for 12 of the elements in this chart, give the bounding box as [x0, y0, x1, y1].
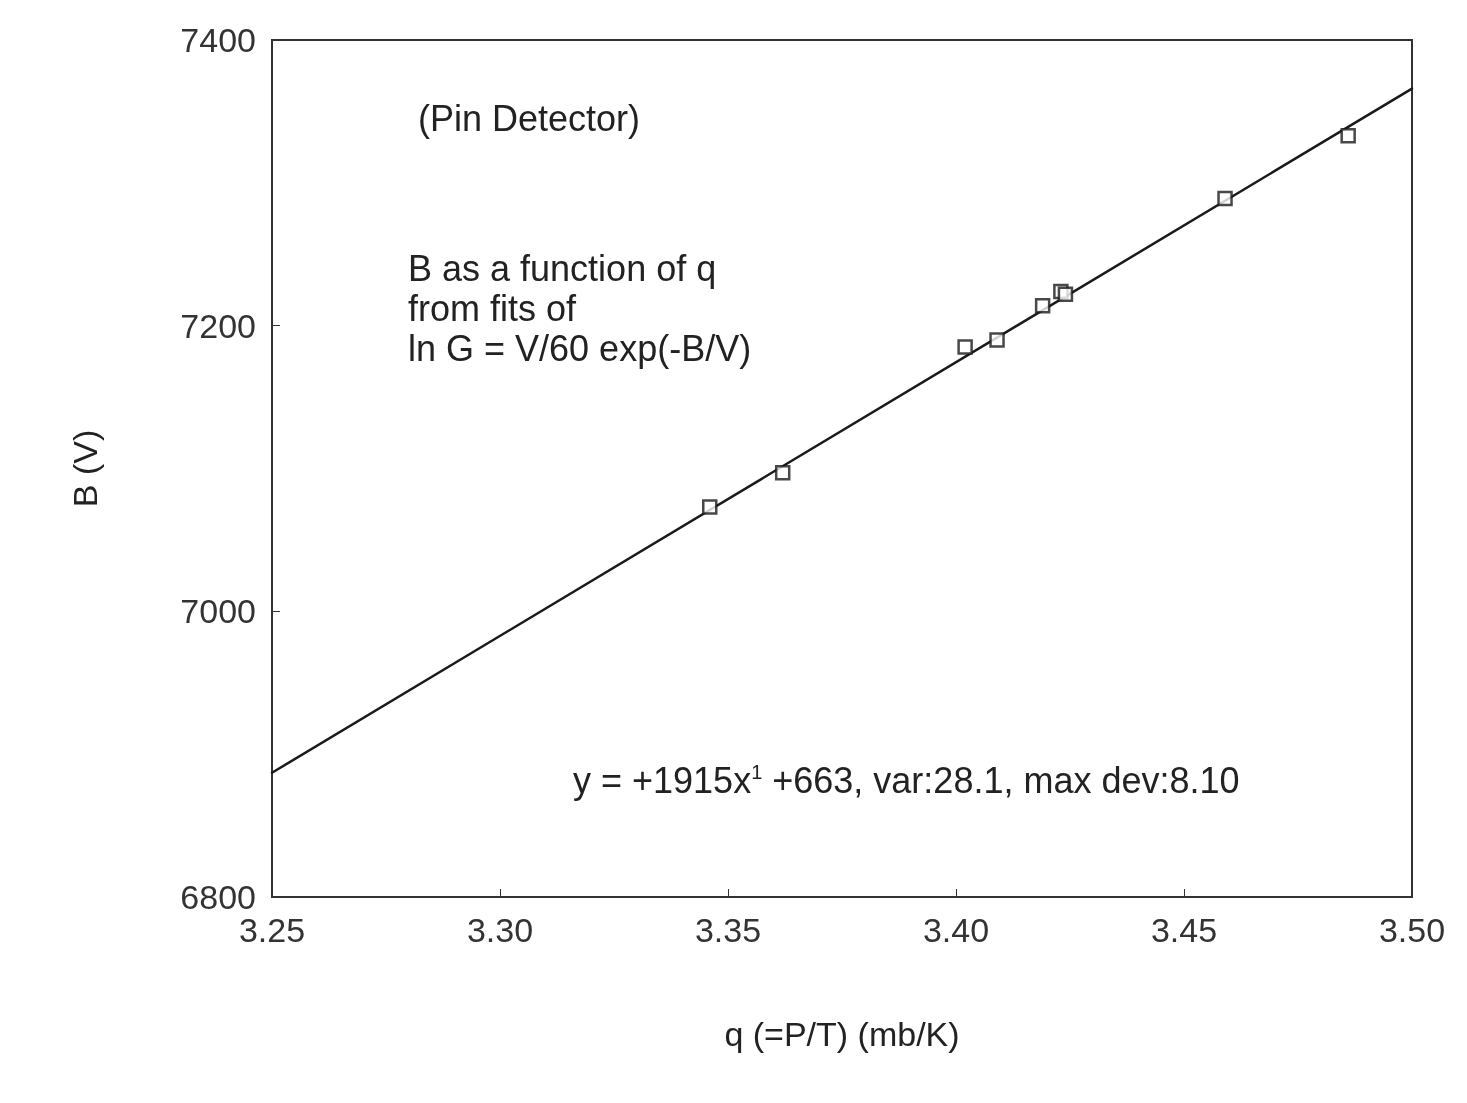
- x-tick-label: 3.40: [922, 911, 990, 949]
- y-axis-title: B (V): [66, 429, 104, 508]
- annotation: B as a function of q from fits of ln G = V/60 exp(-B/V): [408, 247, 752, 369]
- x-tick-label: 3.35: [694, 911, 762, 949]
- annotation: (Pin Detector): [418, 97, 641, 139]
- y-tick-label: 7200: [180, 306, 256, 345]
- x-tick-label: 3.50: [1378, 911, 1446, 949]
- y-tick-label: 7400: [180, 21, 256, 59]
- x-axis-title: q (=P/T) (mb/K): [724, 1015, 960, 1053]
- y-tick-label: 7000: [180, 592, 256, 631]
- x-tick-label: 3.30: [466, 911, 534, 949]
- x-tick-label: 3.45: [1150, 911, 1218, 949]
